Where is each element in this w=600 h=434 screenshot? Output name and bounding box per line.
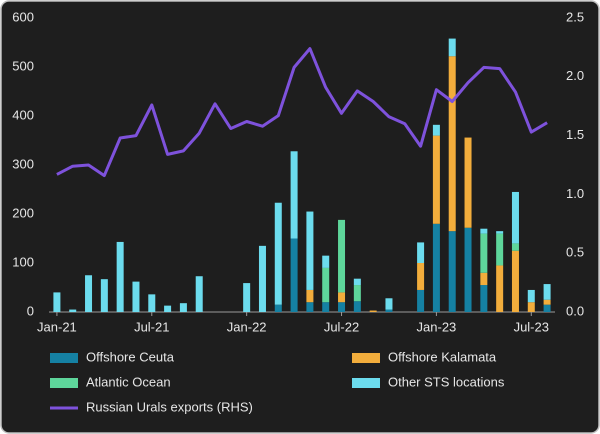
bar-segment — [480, 272, 488, 286]
legend-label: Atlantic Ocean — [86, 374, 171, 389]
bar-segment — [274, 304, 282, 312]
bar-segment — [116, 241, 124, 312]
bar-segment — [496, 231, 504, 234]
bar-segment — [306, 302, 314, 312]
x-tick-label: Jan-22 — [227, 319, 267, 334]
x-tick-label: Jul-21 — [134, 319, 169, 334]
y2-tick-label: 0.0 — [566, 303, 584, 318]
x-tick-label: Jul-22 — [324, 319, 359, 334]
bar-segment — [496, 233, 504, 266]
legend-swatch — [352, 353, 380, 363]
bar-segment — [132, 281, 140, 312]
bar-segment — [53, 292, 61, 312]
bar-segment — [480, 228, 488, 234]
bar-segment — [496, 265, 504, 312]
bar-segment — [543, 304, 551, 312]
bar-segment — [353, 301, 361, 312]
y-tick-label: 600 — [12, 9, 34, 24]
x-tick-label: Jan-23 — [417, 319, 457, 334]
y-tick-label: 300 — [12, 156, 34, 171]
y2-tick-label: 1.0 — [566, 186, 584, 201]
bar-segment — [432, 124, 440, 136]
bar-segment — [480, 285, 488, 312]
bar-segment — [164, 305, 172, 312]
bar-segment — [290, 151, 298, 239]
bar-segment — [385, 309, 393, 312]
y-tick-label: 500 — [12, 58, 34, 73]
bar-segment — [448, 38, 456, 57]
legend-label: Russian Urals exports (RHS) — [86, 399, 253, 414]
bar-segment — [511, 243, 519, 251]
bar-segment — [100, 279, 108, 312]
bar-segment — [322, 267, 330, 303]
bar-segment — [306, 211, 314, 290]
y2-tick-label: 2.0 — [566, 68, 584, 83]
bar-segment — [369, 310, 377, 312]
legend-swatch — [50, 378, 78, 388]
bar-segment — [353, 285, 361, 302]
bar-segment — [543, 299, 551, 305]
bar-segment — [338, 219, 346, 293]
line-series — [56, 47, 548, 178]
y2-tick-label: 0.5 — [566, 245, 584, 260]
y2-tick-label: 2.5 — [566, 9, 584, 24]
bar-segment — [385, 298, 393, 310]
bar-segment — [417, 242, 425, 263]
bar-segment — [322, 302, 330, 312]
y2-tick-label: 1.5 — [566, 127, 584, 142]
bar-segment — [148, 294, 156, 312]
bar-segment — [527, 289, 535, 303]
bar-segment — [195, 276, 203, 312]
bar-segment — [527, 302, 535, 312]
bar-segment — [353, 278, 361, 286]
bar-segment — [179, 303, 187, 312]
bar-segment — [448, 56, 456, 232]
bar-segment — [432, 135, 440, 224]
bar-segment — [306, 289, 314, 303]
bar-segment — [258, 245, 266, 312]
bar-segment — [417, 263, 425, 290]
y-tick-label: 200 — [12, 205, 34, 220]
x-tick-label: Jan-21 — [37, 319, 77, 334]
legend-label: Offshore Ceuta — [86, 349, 175, 364]
bar-segment — [290, 238, 298, 312]
bar-segment — [69, 309, 77, 312]
bar-segment — [417, 289, 425, 312]
bar-segment — [274, 202, 282, 305]
x-tick-label: Jul-23 — [514, 319, 549, 334]
y-tick-label: 100 — [12, 254, 34, 269]
bar-segment — [85, 275, 93, 312]
y-tick-label: 0 — [27, 303, 34, 318]
bar-segment — [448, 231, 456, 312]
bar-segment — [511, 191, 519, 244]
bar-segment — [338, 292, 346, 303]
bar-segment — [243, 283, 251, 312]
bar-segment — [432, 223, 440, 312]
legend-label: Offshore Kalamata — [388, 349, 497, 364]
bar-segment — [464, 227, 472, 312]
bar-segment — [543, 284, 551, 300]
bar-segment — [464, 137, 472, 228]
bar-segment — [338, 302, 346, 312]
y-tick-label: 400 — [12, 107, 34, 122]
legend-label: Other STS locations — [388, 374, 505, 389]
legend-swatch — [50, 353, 78, 363]
bar-segment — [322, 255, 330, 268]
legend-swatch — [352, 378, 380, 388]
bar-segment — [480, 233, 488, 273]
bar-segment — [511, 250, 519, 312]
